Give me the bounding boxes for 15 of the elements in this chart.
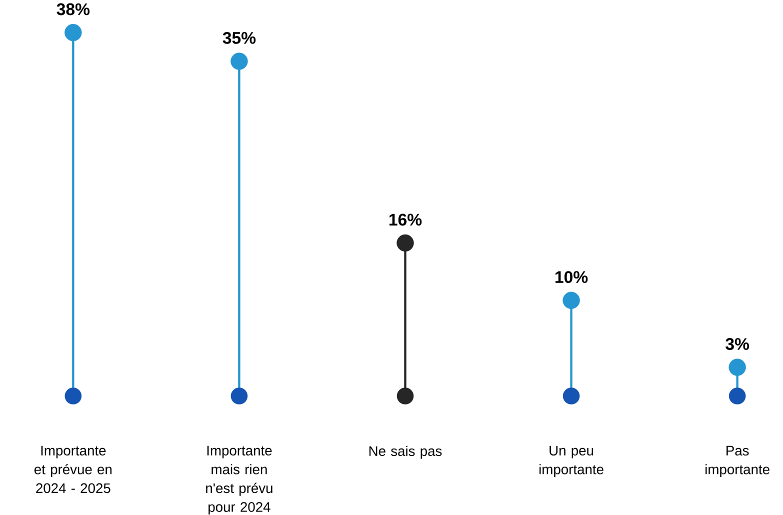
x-tick-label: Pas importante [706,446,770,478]
x-tick-label: Importante et prévue en 2024 - 2025 [34,446,112,494]
point [728,358,746,376]
data-label: 35% [222,32,256,44]
data-label: 3% [726,338,750,350]
point [64,24,82,42]
point [396,234,414,252]
data-label: 10% [556,271,588,284]
data-label: 16% [389,214,422,226]
x-tick-label: Importante mais rien n'est prévu pour 2024 [206,446,272,515]
x-tick-label: Ne sais pas [369,446,442,459]
data-label: 38% [56,3,90,16]
x-tick-label: Un peu importante [540,446,604,478]
point [230,52,248,70]
point [562,292,580,310]
